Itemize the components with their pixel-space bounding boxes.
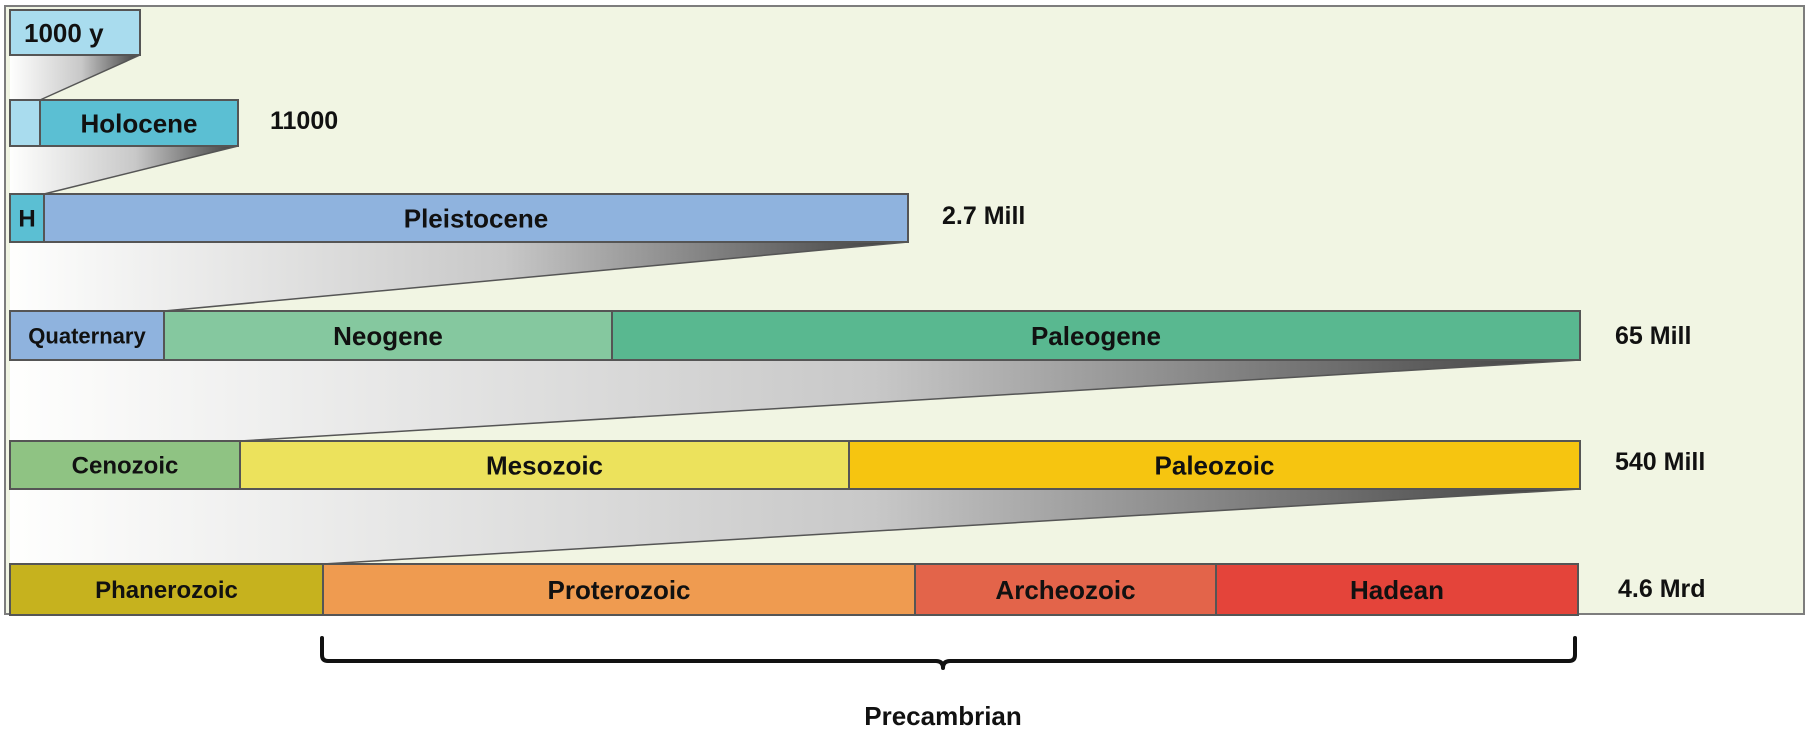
segment-box xyxy=(163,310,613,361)
zoom-connector xyxy=(10,489,1580,564)
row-eons: Phanerozoic Proterozoic Archeozoic Hadean xyxy=(9,563,1579,616)
segment-label: Neogene xyxy=(333,321,443,351)
zoom-connector xyxy=(10,242,908,311)
zoom-connector xyxy=(10,146,238,194)
segment-box xyxy=(43,193,909,243)
segment-box xyxy=(914,563,1217,616)
zoom-connector-edge xyxy=(322,488,1581,565)
zoom-connector xyxy=(10,55,140,100)
segment-label: H xyxy=(18,206,35,233)
zoom-connector-edge xyxy=(43,145,239,195)
segment-label: Cenozoic xyxy=(72,453,179,480)
segment-label: Paleogene xyxy=(1031,321,1161,351)
segment-label: Archeozoic xyxy=(995,575,1135,605)
row-pleistocene: H Pleistocene xyxy=(9,193,909,243)
zoom-connectors xyxy=(10,54,1581,565)
segment-box xyxy=(611,310,1581,361)
segment-box xyxy=(9,193,45,243)
segment-box xyxy=(9,9,141,56)
segment-box xyxy=(9,440,241,490)
segment-box xyxy=(9,563,324,616)
segment-label: Proterozoic xyxy=(547,575,690,605)
zoom-connector-edge xyxy=(39,54,141,101)
segment-label: Holocene xyxy=(80,108,197,138)
timescale-rows: 1000 y Holocene H Pleistocene Quaternary Neog… xyxy=(9,9,1581,616)
segment-box xyxy=(9,99,41,147)
precambrian-bracket: Precambrian xyxy=(320,636,1577,731)
segment-box xyxy=(848,440,1581,490)
segment-box xyxy=(1215,563,1579,616)
end-age-label: 540 Mill xyxy=(1615,448,1705,476)
segment-box xyxy=(239,440,850,490)
end-age-label: 2.7 Mill xyxy=(942,202,1025,230)
zoom-connector xyxy=(10,360,1580,441)
bracket-label: Precambrian xyxy=(864,701,1022,731)
end-age-label: 65 Mill xyxy=(1615,322,1691,350)
bracket-line xyxy=(320,636,1577,670)
row-tertiary: Quaternary Neogene Paleogene xyxy=(9,310,1581,361)
zoom-connector-edge xyxy=(163,241,909,312)
segment-label: Pleistocene xyxy=(404,203,549,233)
segment-label: Paleozoic xyxy=(1155,450,1275,480)
segment-label: 1000 y xyxy=(24,18,104,48)
segment-label: Mesozoic xyxy=(486,450,603,480)
row-holocene: Holocene xyxy=(9,99,239,147)
row-1000y: 1000 y xyxy=(9,9,141,56)
segment-label: Quaternary xyxy=(28,323,146,348)
end-age-label: 4.6 Mrd xyxy=(1618,575,1706,603)
segment-label: Hadean xyxy=(1350,575,1444,605)
end-age-labels: 11000 2.7 Mill 65 Mill 540 Mill 4.6 Mrd xyxy=(270,107,1706,603)
zoom-connector-edge xyxy=(239,359,1581,442)
segment-box xyxy=(9,310,165,361)
segment-box xyxy=(39,99,239,147)
end-age-label: 11000 xyxy=(270,107,338,135)
segment-label: Phanerozoic xyxy=(95,577,238,604)
row-eras: Cenozoic Mesozoic Paleozoic xyxy=(9,440,1581,490)
